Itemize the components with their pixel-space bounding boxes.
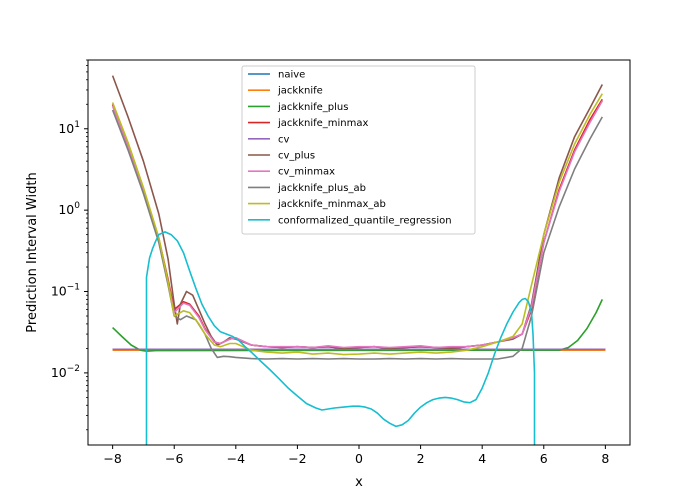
y-axis-label: Prediction Interval Width — [25, 172, 40, 332]
y-tick-label: 100 — [58, 201, 80, 217]
y-tick-label: 10−2 — [51, 364, 80, 380]
x-tick-label: 6 — [540, 451, 548, 466]
legend-label: conformalized_quantile_regression — [278, 215, 452, 226]
y-tick-label: 10−1 — [51, 283, 80, 299]
x-tick-label: 8 — [601, 451, 609, 466]
x-tick-label: 2 — [417, 451, 425, 466]
legend-label: jackknife_minmax_ab — [277, 199, 386, 210]
legend-label: naive — [278, 70, 305, 81]
x-tick-label: −4 — [227, 451, 245, 466]
legend-label: cv_plus — [278, 151, 315, 162]
legend-label: jackknife_minmax — [277, 118, 369, 129]
legend-label: cv — [278, 134, 289, 145]
y-tick-exponent: −1 — [67, 283, 80, 293]
series-line-conformalized_quantile_regression — [145, 231, 536, 445]
y-tick-base: 10 — [51, 365, 67, 380]
x-axis-label: x — [355, 475, 363, 490]
x-tick-label: 4 — [478, 451, 486, 466]
series-line-jackknife_plus — [112, 299, 604, 353]
series-line-jackknife_minmax_ab — [111, 93, 603, 356]
legend-label: jackknife_plus — [277, 102, 348, 113]
y-tick-base: 10 — [58, 121, 74, 136]
x-axis: −8 −6 −4 −2 0 2 4 6 8 — [103, 445, 609, 466]
y-tick-exponent: −2 — [67, 364, 80, 374]
y-tick-base: 10 — [51, 284, 67, 299]
x-tick-label: −8 — [103, 451, 121, 466]
y-tick-label: 101 — [58, 120, 80, 136]
x-tick-label: 0 — [355, 451, 363, 466]
legend-frame — [241, 65, 476, 235]
x-tick-label: −6 — [165, 451, 183, 466]
y-tick-exponent: 1 — [74, 120, 80, 130]
y-tick-base: 10 — [58, 202, 74, 217]
y-tick-exponent: 0 — [74, 201, 80, 211]
x-tick-label: −2 — [288, 451, 306, 466]
series-layer — [111, 75, 606, 445]
series-line-cv_minmax — [111, 100, 603, 349]
legend-label: jackknife — [277, 86, 323, 97]
legend-label: jackknife_plus_ab — [277, 183, 366, 194]
legend: naive jackknife jackknife_plus jackknife_mi… — [241, 65, 476, 235]
series-line-jackknife_plus_ab — [111, 109, 603, 360]
legend-label: cv_minmax — [278, 167, 335, 178]
